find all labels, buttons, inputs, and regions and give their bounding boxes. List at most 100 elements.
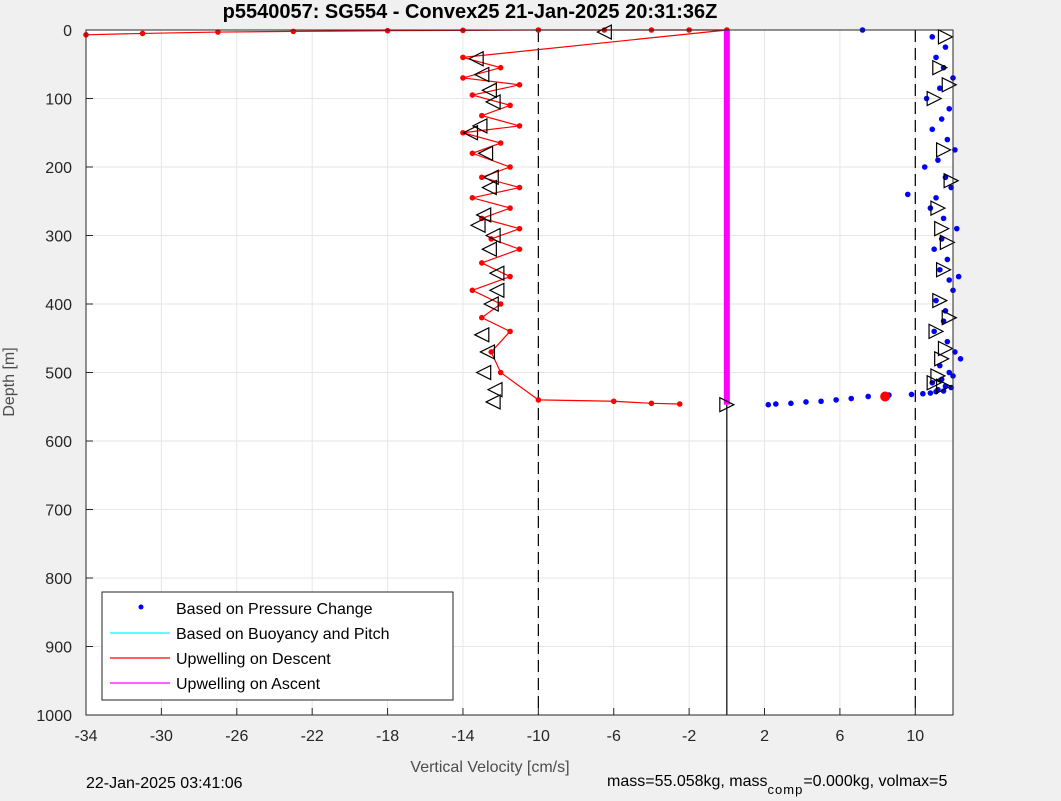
descent-marker xyxy=(484,227,501,244)
descent-point xyxy=(676,401,683,407)
descent-point xyxy=(497,369,504,376)
chart-title: p5540057: SG554 - Convex25 21-Jan-2025 2… xyxy=(223,1,718,23)
pressure-change-point xyxy=(953,225,960,232)
descent-point xyxy=(488,349,495,355)
ascent-marker xyxy=(719,396,736,413)
pressure-change-point xyxy=(904,191,911,198)
x-tick-labels: -34 -30 -26 -22 -18 -14 -10 -6 -2 2 6 10 xyxy=(74,708,924,745)
descent-point xyxy=(516,184,523,191)
ascent-marker xyxy=(932,59,949,76)
ascent-marker xyxy=(935,141,952,158)
pressure-change-point xyxy=(773,401,779,407)
pressure-change-point xyxy=(957,356,964,362)
descent-marker xyxy=(467,50,484,67)
pressure-change-point xyxy=(929,126,936,133)
pressure-change-point xyxy=(788,400,794,407)
mass-text: mass=55.058kg, mass xyxy=(607,773,768,790)
descent-marker xyxy=(473,326,490,343)
y-tick-label: 0 xyxy=(63,23,72,40)
x-tick-label: -10 xyxy=(527,728,550,745)
pressure-change-point xyxy=(933,195,939,201)
descent-point xyxy=(497,140,504,146)
pressure-change-point xyxy=(920,390,926,397)
pressure-change-point xyxy=(818,398,824,405)
descent-point xyxy=(460,75,466,81)
pressure-change-point xyxy=(942,44,949,50)
descent-point xyxy=(610,398,617,405)
descent-marker xyxy=(482,296,499,312)
legend-label: Upwelling on Descent xyxy=(176,651,331,668)
ascent-marker xyxy=(928,323,945,340)
ascent-marker xyxy=(934,220,951,237)
y-tick-label: 800 xyxy=(45,571,72,588)
red-circle-marker xyxy=(880,391,891,402)
descent-marker xyxy=(484,93,501,110)
descent-point xyxy=(507,205,513,211)
descent-point xyxy=(469,92,476,98)
legend-label: Upwelling on Ascent xyxy=(176,676,321,693)
descent-marker xyxy=(481,241,497,258)
descent-marker xyxy=(462,124,479,141)
pressure-change-point xyxy=(944,338,951,345)
ascent-marker xyxy=(941,76,958,93)
descent-marker xyxy=(477,145,494,162)
ascent-upwelling-band xyxy=(723,30,730,405)
descent-marker xyxy=(488,282,505,299)
descent-point xyxy=(469,287,476,294)
legend-swatch xyxy=(138,604,144,610)
descent-marker xyxy=(484,393,501,410)
comp-text: =0.000kg, volmax=5 xyxy=(803,773,948,790)
pressure-change-point xyxy=(946,105,953,112)
ascent-marker xyxy=(943,172,960,189)
y-tick-label: 400 xyxy=(45,297,72,314)
pressure-change-point xyxy=(803,399,809,405)
descent-marker xyxy=(488,265,505,282)
x-tick-label: -18 xyxy=(376,728,399,745)
descent-marker xyxy=(481,82,497,99)
pressure-change-point xyxy=(931,328,937,335)
descent-point xyxy=(516,225,523,232)
pressure-change-point xyxy=(931,246,937,252)
legend-label: Based on Buoyancy and Pitch xyxy=(176,626,389,643)
y-tick-label: 300 xyxy=(45,229,72,246)
descent-point xyxy=(516,246,523,252)
x-tick-label: -22 xyxy=(301,728,324,745)
descent-marker xyxy=(469,217,486,234)
descent-point xyxy=(384,27,391,34)
y-tick-label: 600 xyxy=(45,434,72,451)
descent-point xyxy=(469,195,476,201)
descent-point xyxy=(516,82,523,88)
ascent-marker xyxy=(934,350,951,367)
pressure-change-point xyxy=(946,277,953,283)
descent-point xyxy=(460,54,466,61)
pressure-change-point xyxy=(946,369,953,376)
x-tick-label: 6 xyxy=(835,728,844,745)
descent-marker xyxy=(486,381,503,398)
descent-point xyxy=(479,112,485,119)
pressure-change-point xyxy=(933,297,939,304)
ascent-marker xyxy=(939,234,956,251)
reference-lines xyxy=(537,30,916,715)
descent-point xyxy=(139,30,146,37)
descent-marker xyxy=(473,66,490,83)
y-tick-label: 200 xyxy=(45,160,72,177)
descent-point xyxy=(507,328,513,335)
legend-box xyxy=(101,591,454,701)
descent-point xyxy=(535,397,542,403)
y-tick-label: 900 xyxy=(45,640,72,657)
pressure-change-point xyxy=(933,54,939,61)
ascent-marker xyxy=(941,309,958,326)
pressure-change-point xyxy=(848,395,855,402)
pressure-change-point xyxy=(955,273,962,280)
legend-label: Based on Pressure Change xyxy=(176,601,373,618)
pressure-change-point xyxy=(944,136,951,143)
y-tick-label: 100 xyxy=(45,92,72,109)
ascent-marker xyxy=(937,28,954,45)
pressure-change-point xyxy=(921,164,928,170)
descent-marker xyxy=(482,169,499,186)
descent-marker xyxy=(475,364,492,381)
y-axis-label: Depth [m] xyxy=(1,347,18,416)
descent-point xyxy=(290,28,297,35)
x-tick-label: -34 xyxy=(74,728,97,745)
